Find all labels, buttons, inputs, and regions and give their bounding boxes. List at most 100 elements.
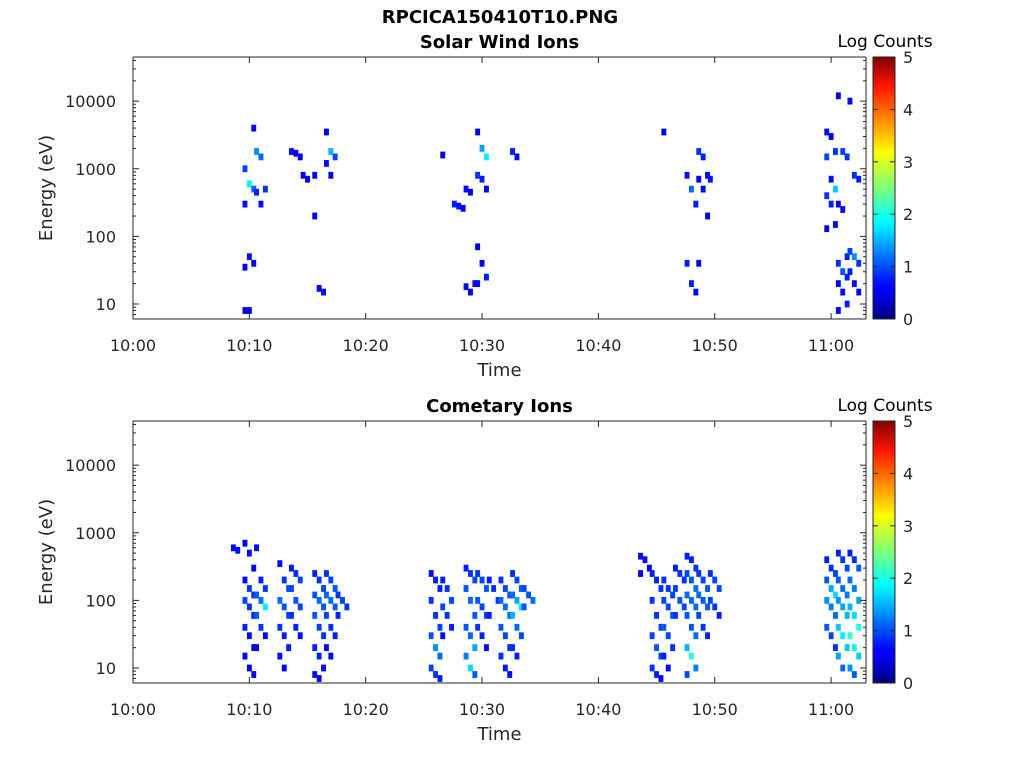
data-cell bbox=[658, 675, 664, 682]
data-cell bbox=[828, 200, 834, 208]
data-cell bbox=[324, 570, 329, 577]
data-cell bbox=[456, 202, 462, 210]
data-cell bbox=[321, 288, 326, 296]
colorbar-tick-label: 0 bbox=[903, 674, 913, 693]
plot-area bbox=[133, 57, 866, 319]
colorbar-gradient bbox=[872, 56, 896, 320]
data-cell bbox=[254, 188, 259, 196]
data-cell bbox=[254, 644, 259, 651]
data-cell bbox=[847, 248, 853, 255]
data-cell bbox=[289, 148, 294, 155]
data-cell bbox=[835, 92, 841, 100]
y-axis-label: Energy (eV) bbox=[36, 135, 57, 241]
data-cell bbox=[716, 585, 722, 592]
data-cell bbox=[312, 591, 318, 599]
data-cell bbox=[281, 603, 287, 611]
data-cell bbox=[828, 564, 834, 572]
data-cell bbox=[484, 585, 489, 592]
colorbar-tick-label: 5 bbox=[903, 48, 913, 67]
data-cell bbox=[328, 623, 334, 631]
data-cell bbox=[856, 597, 862, 604]
data-cell bbox=[689, 185, 694, 193]
data-cell bbox=[242, 200, 248, 208]
data-cell bbox=[844, 300, 850, 308]
x-tick-label: 10:00 bbox=[110, 336, 156, 355]
data-cell bbox=[670, 644, 676, 651]
x-tick-label: 10:50 bbox=[692, 336, 738, 355]
x-tick-label: 10:40 bbox=[575, 336, 621, 355]
data-cell bbox=[242, 307, 248, 314]
data-cell bbox=[705, 632, 710, 640]
data-cell bbox=[428, 632, 434, 640]
data-cell bbox=[251, 259, 257, 267]
figure-title: RPCICA150410T10.PNG bbox=[381, 7, 619, 28]
data-cell bbox=[246, 632, 252, 640]
data-cell bbox=[835, 549, 841, 557]
data-cell bbox=[684, 612, 690, 619]
data-cell bbox=[258, 200, 264, 208]
colorbar-label: Log Counts bbox=[837, 32, 932, 52]
data-cell bbox=[242, 165, 248, 173]
data-cell bbox=[444, 612, 450, 619]
data-cell bbox=[638, 570, 643, 577]
data-cell bbox=[828, 585, 834, 592]
data-cell bbox=[824, 576, 830, 584]
data-cell bbox=[242, 623, 248, 631]
data-cell bbox=[693, 632, 699, 640]
data-cell bbox=[463, 564, 469, 572]
data-cell bbox=[281, 632, 287, 640]
x-tick-label: 11:00 bbox=[808, 336, 854, 355]
data-cell bbox=[696, 259, 702, 267]
data-cell bbox=[677, 597, 683, 604]
data-cell bbox=[649, 664, 655, 672]
data-cell bbox=[700, 623, 706, 631]
x-tick-label: 10:20 bbox=[343, 336, 389, 355]
data-cell bbox=[277, 623, 283, 631]
data-cell bbox=[835, 576, 841, 584]
data-cell bbox=[502, 632, 508, 640]
data-cell bbox=[242, 263, 248, 271]
data-cell bbox=[828, 603, 834, 611]
data-cell bbox=[246, 585, 252, 592]
data-cell bbox=[689, 556, 694, 564]
data-cell bbox=[689, 280, 694, 287]
data-cell bbox=[262, 585, 268, 592]
data-cell bbox=[851, 253, 857, 261]
data-cell bbox=[844, 273, 850, 281]
data-cell bbox=[696, 570, 702, 577]
data-cell bbox=[696, 591, 702, 599]
data-cell bbox=[833, 148, 838, 155]
data-cell bbox=[689, 576, 694, 584]
data-cell bbox=[324, 128, 329, 136]
data-cell bbox=[328, 148, 334, 155]
colorbar-tick-label: 2 bbox=[903, 205, 913, 224]
y-tick-label: 10000 bbox=[65, 456, 116, 475]
y-tick-label: 10000 bbox=[65, 92, 116, 111]
data-cell bbox=[472, 576, 478, 584]
data-cell bbox=[665, 585, 671, 592]
data-cell bbox=[321, 603, 326, 611]
data-cell bbox=[437, 675, 443, 682]
data-cell bbox=[460, 204, 466, 212]
data-cell bbox=[835, 200, 841, 208]
x-axis-label: Time bbox=[476, 724, 521, 745]
data-cell bbox=[824, 128, 830, 136]
data-cell bbox=[510, 591, 515, 599]
data-cell bbox=[518, 585, 524, 592]
x-tick-label: 10:50 bbox=[692, 700, 738, 719]
data-cell bbox=[437, 585, 443, 592]
data-cell bbox=[258, 597, 264, 604]
data-cell bbox=[851, 671, 857, 678]
data-cell bbox=[507, 591, 513, 599]
data-cell bbox=[316, 597, 322, 604]
data-cell bbox=[428, 597, 434, 604]
data-cell bbox=[677, 570, 683, 577]
data-cell bbox=[510, 148, 515, 155]
data-cell bbox=[824, 597, 830, 604]
data-cell bbox=[851, 612, 857, 619]
data-cell bbox=[251, 591, 257, 599]
data-cell bbox=[297, 576, 303, 584]
data-cell bbox=[847, 632, 853, 640]
